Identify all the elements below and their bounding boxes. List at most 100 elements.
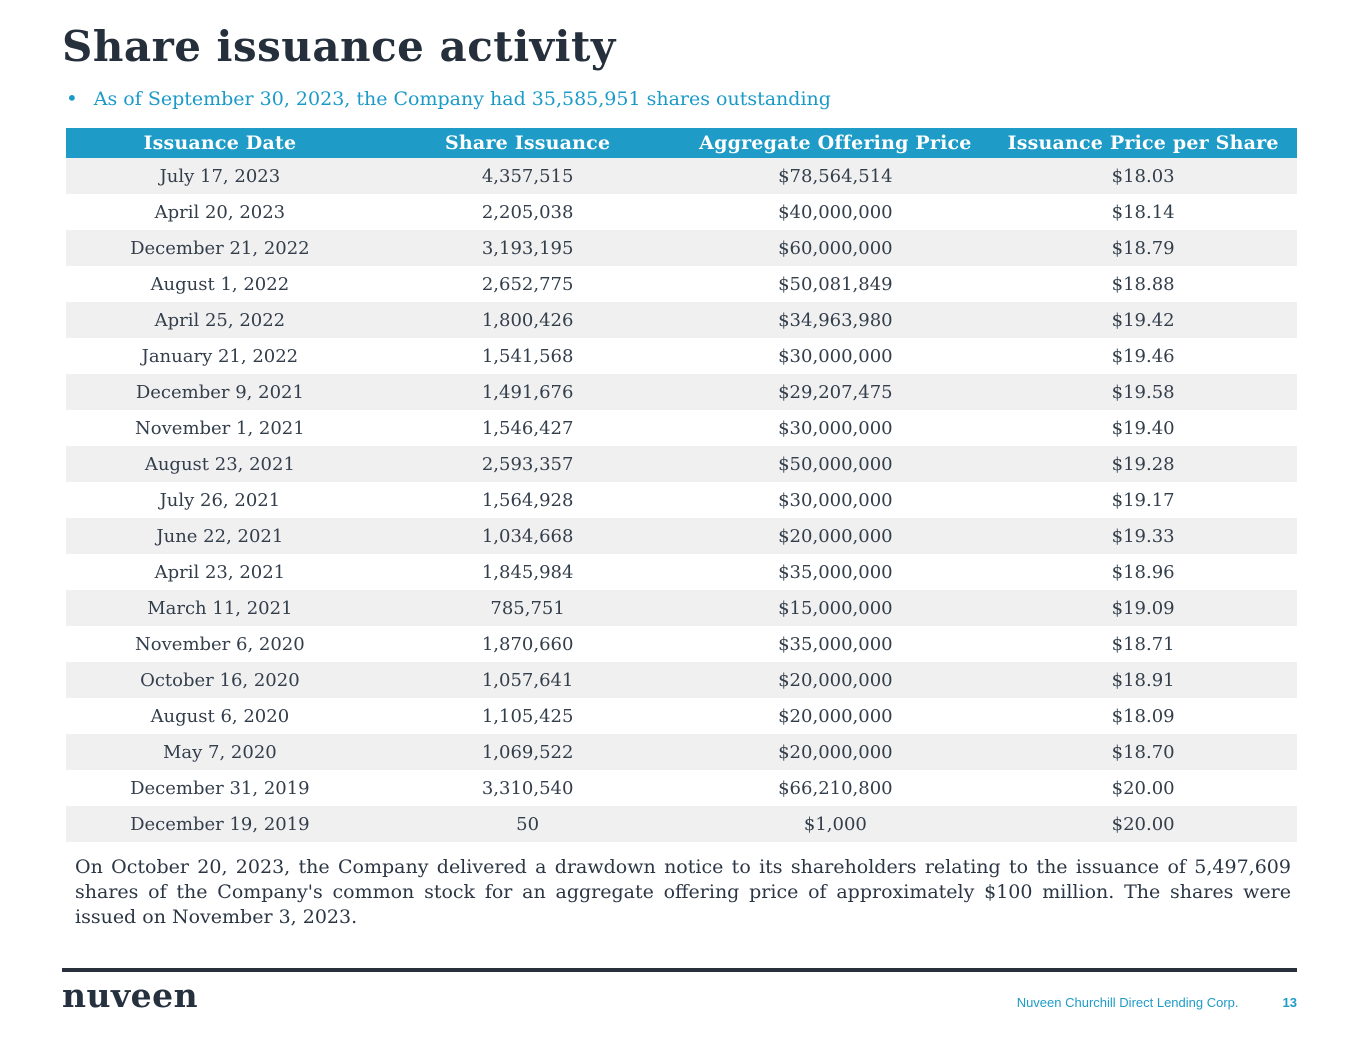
table-cell: March 11, 2021 [147,597,293,619]
table-cell: $18.71 [1111,633,1175,655]
table-cell: $20.00 [1111,777,1175,799]
table-cell: November 6, 2020 [135,633,305,655]
table-cell: August 1, 2022 [150,273,290,295]
table-cell: January 21, 2022 [141,345,299,367]
table-cell: 1,845,984 [481,561,574,583]
table-cell: April 23, 2021 [154,561,286,583]
table-cell: December 21, 2022 [130,237,310,259]
table-cell: $18.70 [1111,741,1175,763]
bullet-text: As of September 30, 2023, the Company ha… [93,88,831,111]
table-row: April 23, 2021 1,845,984 $35,000,000 $18.96 [66,554,1297,591]
table-cell: $40,000,000 [778,201,893,223]
table-cell: December 9, 2021 [135,381,304,403]
table-row: March 11, 2021 785,751 $15,000,000 $19.09 [66,590,1297,627]
table-row: January 21, 2022 1,541,568 $30,000,000 $19.… [66,338,1297,375]
table-cell: $18.14 [1111,201,1175,223]
table-cell: $20,000,000 [778,669,893,691]
table-cell: 4,357,515 [481,165,574,187]
bullet-item: • As of September 30, 2023, the Company … [66,86,1365,110]
table-row: August 1, 2022 2,652,775 $50,081,849 $18.88 [66,266,1297,303]
footer: nuveen Nuveen Churchill Direct Lending C… [62,976,1297,1015]
table-row: November 1, 2021 1,546,427 $30,000,000 $19.… [66,410,1297,447]
table-cell: $30,000,000 [778,489,893,511]
table-cell: $34,963,980 [778,309,893,331]
footnote: On October 20, 2023, the Company deliver… [75,856,1291,929]
table-cell: December 31, 2019 [130,777,310,799]
table-cell: 1,546,427 [481,417,574,439]
table-cell: $18.96 [1111,561,1175,583]
table-cell: $29,207,475 [778,381,893,403]
table-cell: $18.09 [1111,705,1175,727]
table-row: December 21, 2022 3,193,195 $60,000,000 $18… [66,230,1297,267]
table-cell: $20,000,000 [778,741,893,763]
table-cell: $18.91 [1111,669,1175,691]
table-cell: $35,000,000 [778,561,893,583]
table-row: July 26, 2021 1,564,928 $30,000,000 $19.17 [66,482,1297,519]
table-row: October 16, 2020 1,057,641 $20,000,000 $18.… [66,662,1297,699]
footer-right: Nuveen Churchill Direct Lending Corp. 13 [1017,981,1297,1010]
table-cell: 1,034,668 [481,525,574,547]
table-cell: April 20, 2023 [154,201,286,223]
table-cell: $19.42 [1111,309,1175,331]
table-cell: $19.17 [1111,489,1175,511]
table-cell: $50,081,849 [778,273,893,295]
table-cell: $1,000 [803,813,867,835]
table-cell: 1,105,425 [481,705,574,727]
table-cell: July 17, 2023 [159,165,281,187]
table-cell: May 7, 2020 [162,741,277,763]
table-row: July 17, 2023 4,357,515 $78,564,514 $18.03 [66,158,1297,195]
table-row: August 6, 2020 1,105,425 $20,000,000 $18.09 [66,698,1297,735]
page-title: Share issuance activity [62,22,616,71]
table-cell: August 6, 2020 [150,705,290,727]
table-cell: June 22, 2021 [156,525,284,547]
table-cell: $18.03 [1111,165,1175,187]
table-cell: 1,491,676 [481,381,574,403]
table-row: December 9, 2021 1,491,676 $29,207,475 $19.… [66,374,1297,411]
table-cell: $50,000,000 [778,453,893,475]
table-cell: November 1, 2021 [135,417,305,439]
table-row: May 7, 2020 1,069,522 $20,000,000 $18.70 [66,734,1297,771]
table-cell: 2,652,775 [481,273,574,295]
table-cell: 1,870,660 [481,633,574,655]
table-cell: 1,800,426 [481,309,574,331]
column-header: Issuance Price per Share [989,128,1297,159]
table-cell: $78,564,514 [778,165,893,187]
table-cell: $66,210,800 [778,777,893,799]
table-row: April 20, 2023 2,205,038 $40,000,000 $18.14 [66,194,1297,231]
table-cell: 1,069,522 [481,741,574,763]
table-cell: 2,205,038 [481,201,574,223]
table-cell: $35,000,000 [778,633,893,655]
column-header: Share Issuance [373,128,682,159]
table-cell: $19.58 [1111,381,1175,403]
table-cell: $19.40 [1111,417,1175,439]
table-cell: August 23, 2021 [144,453,295,475]
table-row: December 19, 2019 50 $1,000 $20.00 [66,806,1297,843]
table-cell: $30,000,000 [778,345,893,367]
footer-divider [62,968,1297,972]
table-cell: 3,310,540 [481,777,574,799]
page-number: 13 [1282,995,1297,1010]
table-cell: 1,564,928 [481,489,574,511]
column-header: Aggregate Offering Price [681,128,990,159]
table-cell: $19.33 [1111,525,1175,547]
table-cell: 1,541,568 [481,345,574,367]
table-cell: $60,000,000 [778,237,893,259]
table-cell: $30,000,000 [778,417,893,439]
table-cell: $20.00 [1111,813,1175,835]
table-cell: $20,000,000 [778,525,893,547]
table-cell: 3,193,195 [481,237,574,259]
table-cell: $18.88 [1111,273,1175,295]
table-row: June 22, 2021 1,034,668 $20,000,000 $19.33 [66,518,1297,555]
table-cell: July 26, 2021 [159,489,281,511]
slide: Share issuance activity • As of Septembe… [0,22,1365,1048]
table-cell: $19.09 [1111,597,1175,619]
table-cell: $15,000,000 [778,597,893,619]
table-row: April 25, 2022 1,800,426 $34,963,980 $19.42 [66,302,1297,339]
table-cell: April 25, 2022 [154,309,286,331]
table-cell: October 16, 2020 [140,669,300,691]
table-row: December 31, 2019 3,310,540 $66,210,800 $20… [66,770,1297,807]
nuveen-logo: nuveen [62,976,199,1015]
table-row: November 6, 2020 1,870,660 $35,000,000 $18.… [66,626,1297,663]
table-cell: $20,000,000 [778,705,893,727]
table-cell: $18.79 [1111,237,1175,259]
